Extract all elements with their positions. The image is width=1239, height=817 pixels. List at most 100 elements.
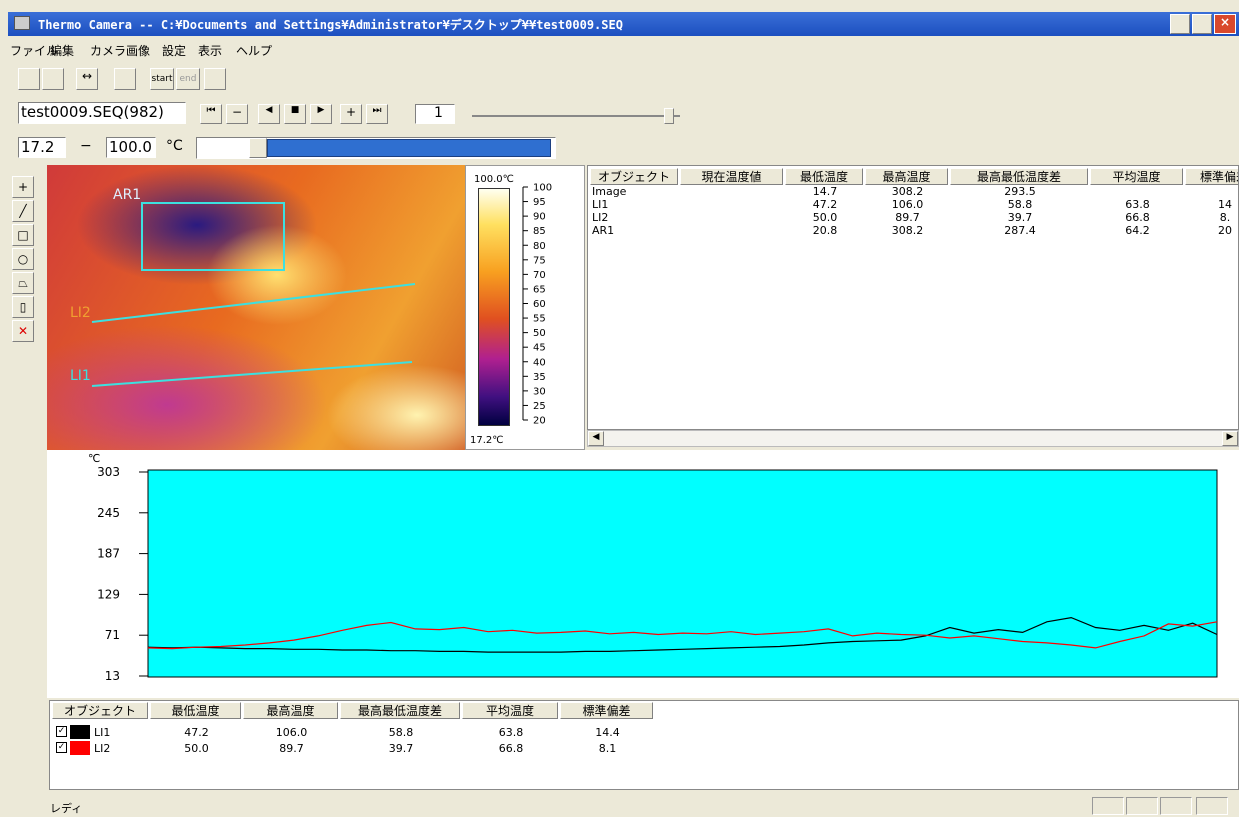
tool-button[interactable]: ⏢	[12, 272, 34, 294]
column-header[interactable]: 標準偏差	[1185, 168, 1238, 185]
tool-strip: + ╱ □ ○ ⏢ ▯ ✕	[10, 172, 42, 348]
column-header[interactable]: 平均温度	[462, 702, 558, 719]
save-button[interactable]	[42, 68, 64, 90]
column-header[interactable]: 最低温度	[785, 168, 863, 185]
status-text: レディ	[50, 802, 83, 815]
table-cell: 20	[1218, 224, 1232, 237]
stop-button[interactable]: ■	[284, 104, 306, 124]
table-cell: Image	[592, 185, 627, 198]
range-unit: °C	[166, 138, 183, 154]
tool-button[interactable]: ╱	[12, 200, 34, 222]
menu-item[interactable]: 表示	[198, 44, 223, 58]
checkbox[interactable]: ✓	[56, 726, 67, 737]
status-pane	[1196, 797, 1228, 815]
range-max[interactable]: 100.0	[106, 137, 156, 158]
table-cell: 89.7	[279, 742, 304, 755]
table-cell: 14.7	[812, 185, 838, 198]
table-cell: 50.0	[812, 211, 838, 224]
table-cell: 50.0	[184, 742, 209, 755]
step-back-button[interactable]: −	[226, 104, 248, 124]
menu-item[interactable]: 編集	[50, 44, 75, 58]
scroll-left[interactable]: ◀	[588, 431, 604, 446]
legend-name: LI1	[94, 726, 111, 739]
file-field[interactable]: test0009.SEQ(982)	[18, 102, 186, 124]
column-header[interactable]: 最低温度	[150, 702, 241, 719]
first-frame-button[interactable]: ⏮	[200, 104, 222, 124]
maximize-button[interactable]	[1192, 14, 1212, 34]
column-header[interactable]: 現在温度値	[680, 168, 783, 185]
table-cell: LI1	[592, 198, 609, 211]
table-cell: 14	[1218, 198, 1232, 211]
tool-button[interactable]: □	[12, 224, 34, 246]
menu-bar: ファイル 編集 カメラ 画像 設定 表示 ヘルプ	[8, 40, 1239, 60]
last-frame-button[interactable]: ⏭	[366, 104, 388, 124]
column-header[interactable]: 平均温度	[1090, 168, 1183, 185]
open-button[interactable]	[18, 68, 40, 90]
slider-thumb[interactable]	[664, 108, 674, 124]
column-header[interactable]: オブジェクト	[52, 702, 148, 719]
table-cell: 66.8	[1125, 211, 1150, 224]
range-bar[interactable]	[196, 137, 556, 159]
play-button[interactable]: ▶	[310, 104, 332, 124]
legend-name: LI2	[94, 742, 111, 755]
settings-button[interactable]	[204, 68, 226, 90]
range-fill	[267, 139, 551, 157]
table-cell: 20.8	[812, 224, 838, 237]
start-button[interactable]: start	[150, 68, 174, 90]
h-scrollbar[interactable]: ◀ ▶	[587, 430, 1239, 447]
play-back-button[interactable]: ◀	[258, 104, 280, 124]
tool-button[interactable]: ○	[12, 248, 34, 270]
table-cell: 63.8	[1125, 198, 1150, 211]
menu-item[interactable]: 設定	[162, 44, 187, 58]
chart-panel	[47, 450, 1239, 698]
tool-button[interactable]: +	[12, 176, 34, 198]
table-cell: 106.0	[275, 726, 308, 739]
range-min[interactable]: 17.2	[18, 137, 66, 158]
table-cell: 287.4	[1004, 224, 1036, 237]
column-header[interactable]: 標準偏差	[560, 702, 653, 719]
column-header[interactable]: 最高最低温度差	[950, 168, 1088, 185]
toolbar: ↔ start end	[14, 66, 258, 94]
table-cell: 308.2	[891, 185, 924, 198]
scroll-right[interactable]: ▶	[1222, 431, 1238, 446]
table-cell: 64.2	[1125, 224, 1150, 237]
range-separator: −	[80, 138, 92, 154]
color-scale-panel	[465, 165, 585, 450]
column-header[interactable]: 最高温度	[243, 702, 338, 719]
table-cell: LI2	[592, 211, 609, 224]
step-forward-button[interactable]: +	[340, 104, 362, 124]
range-handle[interactable]	[249, 138, 267, 158]
column-header[interactable]: オブジェクト	[590, 168, 678, 185]
table-cell: 47.2	[812, 198, 838, 211]
table-cell: 39.7	[1007, 211, 1033, 224]
minimize-button[interactable]	[1170, 14, 1190, 34]
table-cell: 47.2	[184, 726, 209, 739]
status-pane	[1126, 797, 1158, 815]
legend-table: オブジェクト 最低温度 最高温度 最高最低温度差 平均温度 標準偏差 ✓ LI1 47.2 106…	[49, 700, 1239, 790]
export-button[interactable]	[114, 68, 136, 90]
title-bar: Thermo Camera -- C:¥Documents and Settin…	[8, 12, 1239, 36]
column-header[interactable]: 最高温度	[865, 168, 948, 185]
thermal-image	[47, 165, 465, 450]
menu-item[interactable]: カメラ	[90, 44, 127, 58]
menu-item[interactable]: 画像	[126, 44, 151, 58]
menu-item[interactable]: ヘルプ	[236, 44, 273, 58]
table-cell: 8.1	[598, 742, 617, 755]
table-cell: 8.	[1219, 211, 1231, 224]
table-cell: AR1	[592, 224, 615, 237]
close-button[interactable]: ×	[1214, 14, 1236, 34]
end-button[interactable]: end	[176, 68, 200, 90]
tool-button[interactable]: ✕	[12, 320, 34, 342]
checkbox[interactable]: ✓	[56, 742, 67, 753]
table-cell: 293.5	[1004, 185, 1036, 198]
menu-item[interactable]: ファイル	[10, 44, 59, 58]
tool-button[interactable]: ▯	[12, 296, 34, 318]
status-pane	[1160, 797, 1192, 815]
column-header[interactable]: 最高最低温度差	[340, 702, 460, 719]
legend-swatch	[70, 741, 90, 755]
window-title: Thermo Camera -- C:¥Documents and Settin…	[38, 18, 623, 32]
frame-spin[interactable]: 1	[415, 104, 455, 124]
swap-button[interactable]: ↔	[76, 68, 98, 90]
table-cell: 308.2	[891, 224, 924, 237]
frame-slider[interactable]	[472, 115, 680, 117]
